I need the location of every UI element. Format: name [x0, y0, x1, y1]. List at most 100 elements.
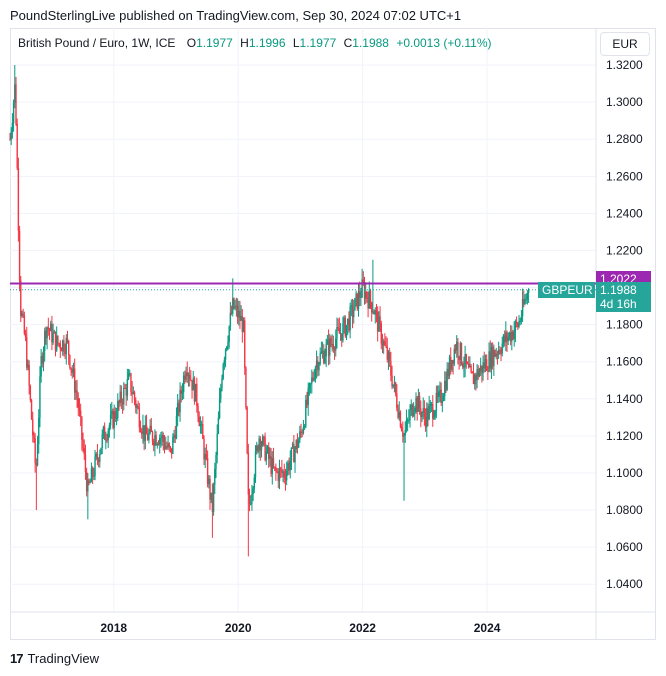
- candle-body: [311, 377, 313, 384]
- candle-body: [178, 402, 180, 413]
- candle-body: [396, 393, 398, 409]
- candle-body: [289, 460, 291, 471]
- candle-body: [326, 339, 329, 345]
- currency-button[interactable]: EUR: [600, 32, 650, 56]
- candle-body: [106, 439, 108, 441]
- candle-body: [515, 321, 518, 324]
- time-axis-labels: 2018 2020 2022 2024: [100, 621, 500, 635]
- candle-body: [374, 310, 376, 315]
- candle-body: [372, 311, 374, 313]
- candle-body: [436, 392, 439, 397]
- candle-body: [479, 365, 482, 372]
- candle-body: [11, 122, 14, 133]
- candle-body: [221, 378, 223, 389]
- candle-body: [101, 434, 103, 448]
- last-price-value: 1.1988: [600, 282, 637, 297]
- candle-body: [303, 426, 306, 428]
- candle-body: [139, 427, 142, 432]
- tradingview-footer[interactable]: 17 TradingView: [10, 651, 99, 666]
- candle-body: [235, 305, 238, 307]
- candle-body: [466, 363, 469, 365]
- candle-body: [164, 446, 167, 449]
- candle-body: [302, 426, 305, 434]
- candle-body: [403, 435, 405, 437]
- candle-body: [79, 410, 82, 417]
- candle-body: [41, 356, 44, 364]
- candle-body: [103, 426, 106, 440]
- candle-body: [50, 323, 52, 332]
- candle-body: [440, 389, 442, 404]
- candle-body: [523, 298, 525, 304]
- candle-body: [130, 373, 132, 392]
- candle-body: [193, 378, 196, 402]
- symbol-legend: British Pound / Euro, 1W, ICE O1.1977 H1…: [18, 36, 492, 50]
- candle-body: [353, 310, 355, 318]
- candle-body: [519, 320, 521, 322]
- candle-body: [157, 443, 160, 445]
- candle-body: [123, 387, 125, 405]
- candle-body: [527, 289, 530, 294]
- candle-body: [240, 316, 242, 321]
- candle-body: [262, 436, 264, 446]
- candle-body: [194, 383, 197, 402]
- candle-body: [188, 374, 191, 380]
- candle-body: [137, 406, 139, 409]
- candle-body: [506, 332, 508, 341]
- candle-body: [524, 299, 526, 304]
- candle-body: [418, 396, 421, 409]
- candle-body: [351, 305, 354, 318]
- candle-body: [35, 463, 38, 466]
- price-tick-label: 1.2800: [606, 132, 643, 146]
- candle-body: [345, 325, 348, 337]
- candle-body: [295, 440, 297, 450]
- candle-body: [236, 305, 239, 318]
- candle-body: [432, 403, 434, 419]
- candle-body: [447, 368, 450, 376]
- candle-body: [456, 341, 458, 351]
- price-tick-label: 1.0400: [606, 577, 643, 591]
- candle-body: [299, 431, 301, 441]
- candle-body: [198, 416, 200, 427]
- candle-body: [336, 327, 338, 339]
- candle-body: [179, 389, 181, 413]
- candle-body: [266, 446, 269, 452]
- candle-body: [288, 463, 290, 471]
- candle-body: [499, 349, 501, 353]
- candle-body: [265, 451, 267, 461]
- candle-body: [459, 343, 462, 360]
- candle-body: [317, 360, 319, 371]
- candle-body: [494, 350, 496, 357]
- candle-body: [507, 336, 509, 341]
- candle-body: [23, 315, 26, 334]
- candle-body: [52, 333, 54, 343]
- candle-body: [72, 368, 75, 373]
- grid-lines: [10, 28, 596, 612]
- candle-body: [433, 416, 435, 419]
- candle-body: [161, 435, 163, 438]
- candle-body: [397, 408, 399, 418]
- candle-body: [63, 340, 65, 352]
- candle-body: [206, 457, 209, 485]
- candle-body: [75, 390, 77, 393]
- candle-body: [247, 452, 250, 495]
- candle-body: [40, 356, 42, 377]
- candle-body: [155, 435, 157, 446]
- candle-body: [341, 333, 343, 341]
- candle-body: [24, 333, 27, 338]
- candle-body: [42, 350, 45, 364]
- candle-body: [429, 404, 432, 407]
- candle-body: [85, 471, 88, 492]
- candle-body: [420, 408, 422, 417]
- candle-body: [448, 356, 451, 376]
- candle-body: [496, 353, 499, 355]
- candle-body: [497, 349, 500, 355]
- candle-body: [323, 350, 325, 363]
- candle-body: [337, 327, 339, 329]
- high-value: 1.1996: [248, 36, 286, 50]
- candle-body: [60, 349, 63, 352]
- candle-body: [489, 351, 491, 369]
- candle-body: [229, 312, 232, 327]
- candle-body: [476, 369, 478, 381]
- candle-body: [20, 280, 22, 316]
